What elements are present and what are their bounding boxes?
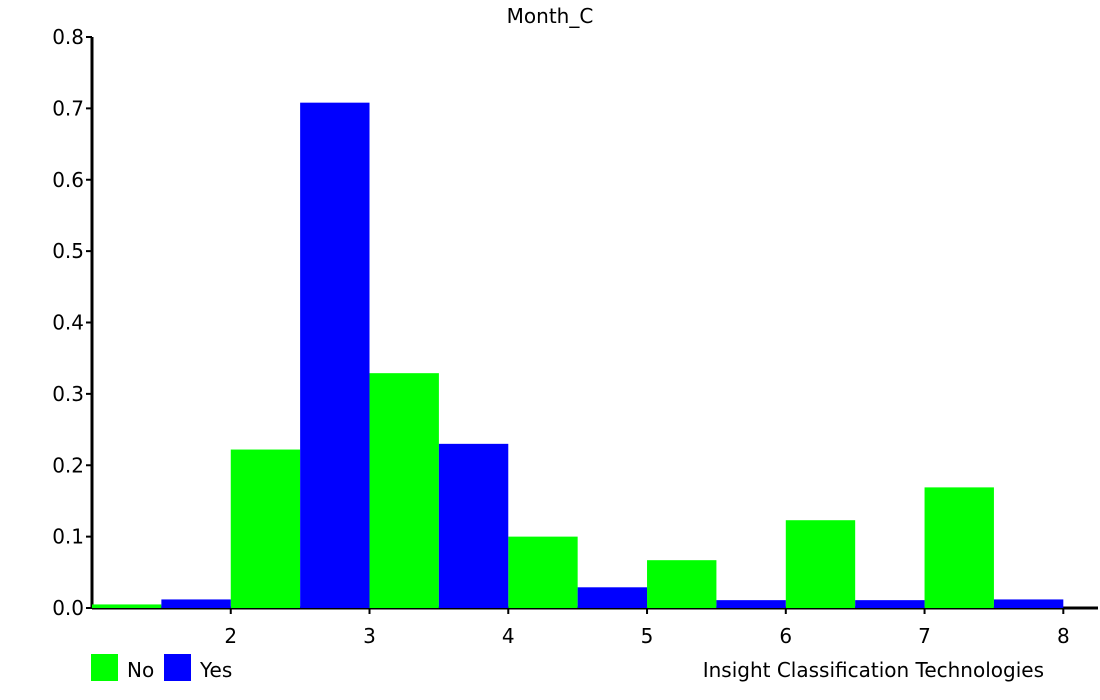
x-tick-label-5: 7 [918,624,931,648]
x-tick-label-3: 5 [641,624,654,648]
bar-yes-2 [438,443,509,608]
x-tick-label-2: 4 [502,624,515,648]
bar-yes-1 [300,102,370,608]
y-ticks: 0.0 0.1 0.2 0.3 0.4 0.5 0.6 0.7 0.8 [52,25,92,620]
y-tick-label-2: 0.2 [52,453,84,477]
legend-no-swatch [91,654,118,681]
y-tick-label-0: 0.0 [52,596,84,620]
bar-no-2 [369,373,439,608]
y-tick-label-6: 0.6 [52,168,84,192]
y-tick-label-4: 0.4 [52,311,84,335]
bar-no-5 [785,520,856,608]
legend-yes-swatch [164,654,191,681]
y-tick-label-5: 0.5 [52,239,84,263]
bar-no-3 [508,536,578,608]
bar-no-0 [92,604,162,608]
bars [92,102,1064,608]
y-tick-label-8: 0.8 [52,25,84,49]
x-ticks: 2 3 4 5 6 7 8 [224,608,1070,648]
bar-no-6 [924,487,994,608]
x-tick-label-4: 6 [779,624,792,648]
legend: No Yes [91,654,232,682]
x-tick-label-1: 3 [363,624,376,648]
x-tick-label-6: 8 [1057,624,1070,648]
y-tick-label-7: 0.7 [52,96,84,120]
chart-title: Month_C [507,4,594,28]
bar-yes-3 [577,587,648,608]
legend-yes-label: Yes [199,658,232,682]
footer-text: Insight Classification Technologies [703,658,1044,682]
y-tick-label-3: 0.3 [52,382,84,406]
bar-no-1 [230,449,301,608]
y-tick-label-1: 0.1 [52,525,84,549]
bar-no-4 [647,560,717,608]
x-tick-label-0: 2 [224,624,237,648]
bar-yes-0 [161,599,231,608]
bar-yes-4 [716,600,786,608]
legend-no-label: No [127,658,154,682]
bar-yes-6 [993,599,1064,608]
bar-yes-5 [855,600,925,608]
